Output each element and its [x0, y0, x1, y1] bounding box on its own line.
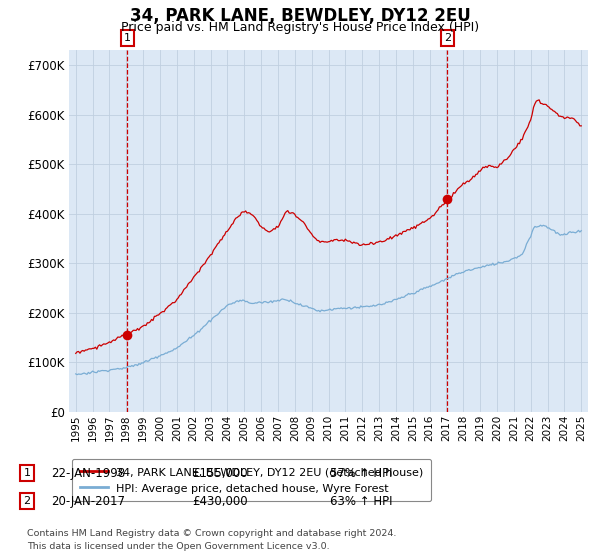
Text: 2: 2: [23, 496, 31, 506]
Text: 1: 1: [23, 468, 31, 478]
Text: 2: 2: [444, 33, 451, 43]
Text: 22-JAN-1998: 22-JAN-1998: [51, 466, 125, 480]
Text: Price paid vs. HM Land Registry's House Price Index (HPI): Price paid vs. HM Land Registry's House …: [121, 21, 479, 34]
Text: 1: 1: [124, 33, 131, 43]
Text: Contains HM Land Registry data © Crown copyright and database right 2024.
This d: Contains HM Land Registry data © Crown c…: [27, 529, 397, 550]
Legend: 34, PARK LANE, BEWDLEY, DY12 2EU (detached house), HPI: Average price, detached : 34, PARK LANE, BEWDLEY, DY12 2EU (detach…: [72, 459, 431, 501]
Text: 34, PARK LANE, BEWDLEY, DY12 2EU: 34, PARK LANE, BEWDLEY, DY12 2EU: [130, 7, 470, 25]
Text: £155,000: £155,000: [192, 466, 248, 480]
Text: £430,000: £430,000: [192, 494, 248, 508]
Text: 20-JAN-2017: 20-JAN-2017: [51, 494, 125, 508]
Text: 63% ↑ HPI: 63% ↑ HPI: [330, 494, 392, 508]
Text: 57% ↑ HPI: 57% ↑ HPI: [330, 466, 392, 480]
